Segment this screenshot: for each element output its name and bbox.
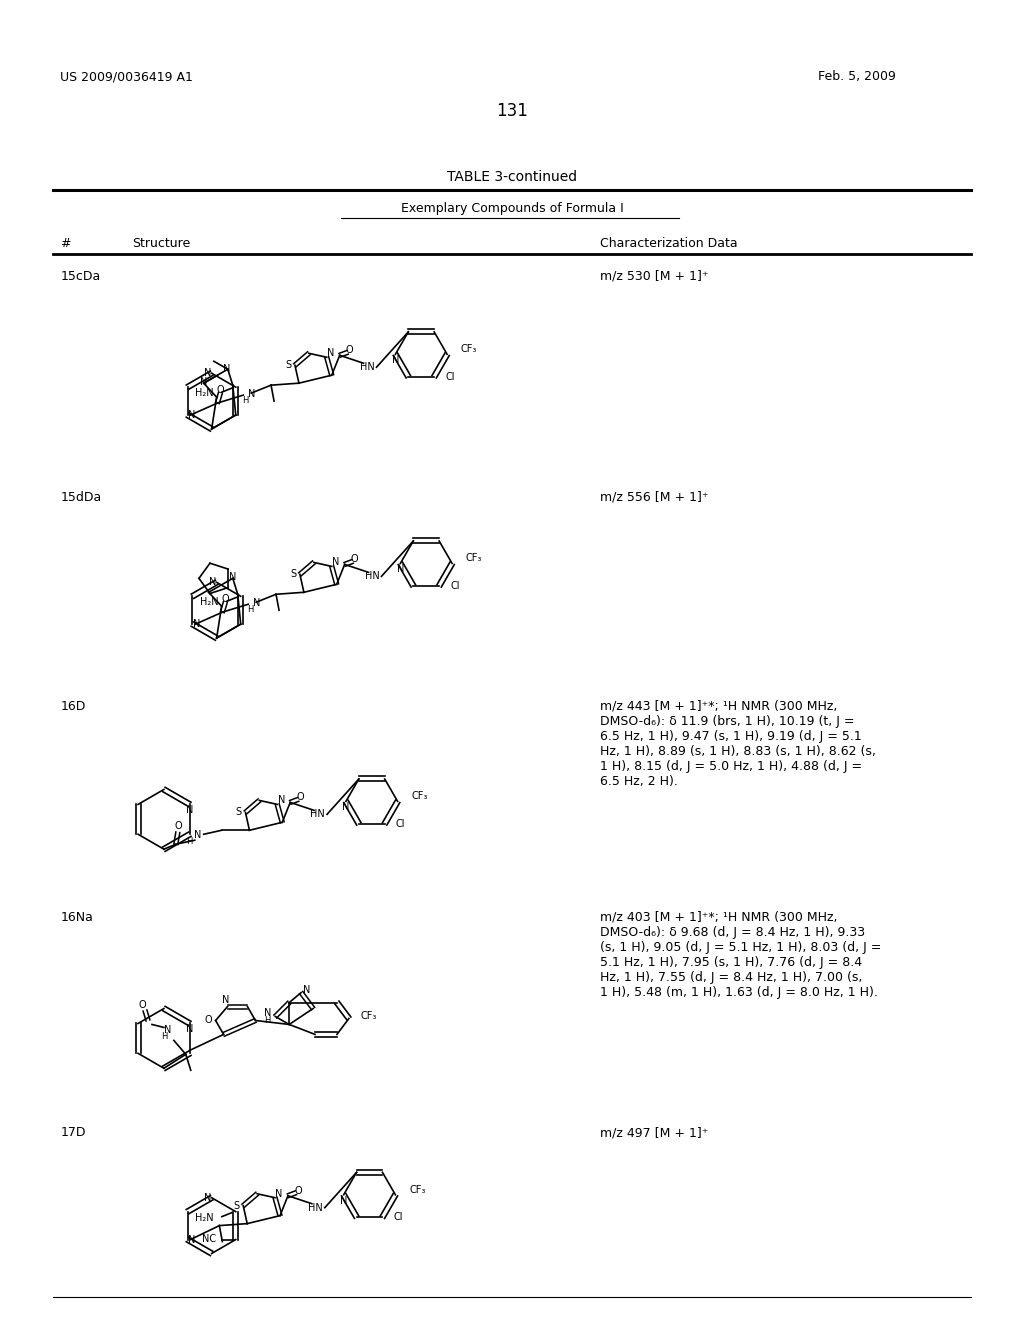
Text: HN: HN [310, 809, 325, 820]
Text: NC: NC [202, 1234, 216, 1243]
Text: N: N [187, 1234, 196, 1245]
Text: O: O [346, 346, 353, 355]
Text: H: H [264, 1016, 270, 1024]
Text: H₂N: H₂N [201, 597, 219, 607]
Text: Cl: Cl [396, 818, 406, 829]
Text: S: S [233, 1201, 240, 1210]
Text: 131: 131 [496, 103, 528, 120]
Text: O: O [294, 1185, 302, 1196]
Text: O: O [205, 1015, 212, 1026]
Text: CF₃: CF₃ [461, 345, 477, 354]
Text: N: N [392, 355, 399, 366]
Text: O: O [296, 792, 304, 803]
Text: N: N [396, 565, 404, 574]
Text: N: N [332, 557, 339, 568]
Text: O: O [216, 385, 224, 395]
Text: 15cDa: 15cDa [60, 269, 100, 282]
Text: O: O [221, 594, 229, 605]
Text: N: N [327, 348, 335, 358]
Text: 15dDa: 15dDa [60, 491, 101, 504]
Text: H: H [242, 396, 249, 405]
Text: Characterization Data: Characterization Data [599, 236, 737, 249]
Text: N: N [193, 619, 200, 630]
Text: CF₃: CF₃ [409, 1185, 425, 1195]
Text: S: S [236, 808, 242, 817]
Text: HN: HN [308, 1203, 323, 1213]
Text: O: O [351, 554, 358, 565]
Text: N: N [342, 803, 349, 812]
Text: Cl: Cl [451, 581, 460, 591]
Text: Structure: Structure [132, 236, 190, 249]
Text: N: N [186, 805, 194, 816]
Text: Feb. 5, 2009: Feb. 5, 2009 [818, 70, 896, 83]
Text: O: O [138, 999, 145, 1010]
Text: N: N [340, 1196, 347, 1205]
Text: N: N [278, 796, 285, 805]
Text: N: N [303, 985, 311, 994]
Text: m/z 443 [M + 1]⁺*; ¹H NMR (300 MHz,
DMSO-d₆): δ 11.9 (brs, 1 H), 10.19 (t, J =
6: m/z 443 [M + 1]⁺*; ¹H NMR (300 MHz, DMSO… [599, 700, 876, 788]
Text: m/z 556 [M + 1]⁺: m/z 556 [M + 1]⁺ [599, 491, 708, 504]
Text: N: N [263, 1007, 271, 1018]
Text: N: N [186, 1024, 194, 1035]
Text: 16D: 16D [60, 700, 86, 713]
Text: N: N [209, 577, 216, 587]
Text: HN: HN [359, 362, 375, 372]
Text: N: N [187, 411, 196, 420]
Text: 16Na: 16Na [60, 911, 93, 924]
Text: N: N [164, 1026, 172, 1035]
Text: N: N [248, 389, 256, 399]
Text: m/z 530 [M + 1]⁺: m/z 530 [M + 1]⁺ [599, 269, 708, 282]
Text: N: N [194, 830, 201, 841]
Text: TABLE 3-continued: TABLE 3-continued [446, 170, 578, 183]
Text: N: N [200, 378, 208, 387]
Text: H: H [186, 837, 193, 846]
Text: N: N [275, 1189, 283, 1199]
Text: N: N [223, 364, 230, 375]
Text: CF₃: CF₃ [360, 1011, 377, 1022]
Text: #: # [60, 236, 71, 249]
Text: HN: HN [365, 572, 379, 581]
Text: S: S [285, 360, 291, 370]
Text: H: H [161, 1032, 167, 1041]
Text: H₂N: H₂N [196, 388, 214, 399]
Text: O: O [174, 821, 181, 832]
Text: CF₃: CF₃ [466, 553, 482, 564]
Text: Cl: Cl [393, 1212, 403, 1222]
Text: m/z 497 [M + 1]⁺: m/z 497 [M + 1]⁺ [599, 1126, 708, 1139]
Text: 17D: 17D [60, 1126, 86, 1139]
Text: N: N [204, 1193, 211, 1203]
Text: H: H [247, 605, 253, 614]
Text: US 2009/0036419 A1: US 2009/0036419 A1 [60, 70, 194, 83]
Text: H₂N: H₂N [196, 1213, 214, 1222]
Text: N: N [204, 368, 211, 379]
Text: N: N [253, 598, 260, 609]
Text: m/z 403 [M + 1]⁺*; ¹H NMR (300 MHz,
DMSO-d₆): δ 9.68 (d, J = 8.4 Hz, 1 H), 9.33
: m/z 403 [M + 1]⁺*; ¹H NMR (300 MHz, DMSO… [599, 911, 881, 999]
Text: Exemplary Compounds of Formula I: Exemplary Compounds of Formula I [400, 202, 624, 215]
Text: N: N [229, 573, 237, 582]
Text: S: S [290, 569, 296, 579]
Text: N: N [222, 994, 229, 1005]
Text: CF₃: CF₃ [412, 792, 428, 801]
Text: Cl: Cl [445, 372, 455, 381]
